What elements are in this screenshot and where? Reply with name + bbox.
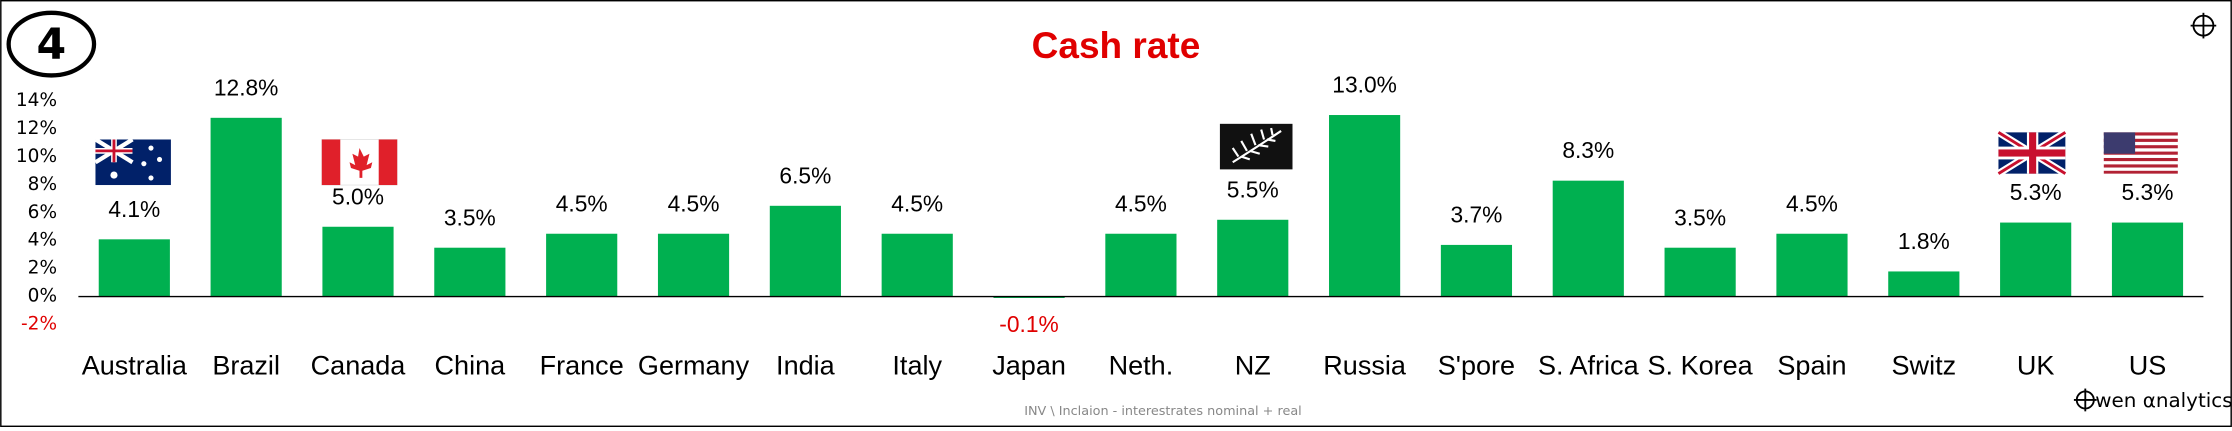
y-tick-label: 12%	[16, 118, 57, 139]
value-label: 6.5%	[779, 162, 831, 188]
bar	[1329, 115, 1401, 297]
value-label: 3.5%	[1674, 204, 1726, 230]
value-label: 3.5%	[444, 204, 496, 230]
bar	[1888, 271, 1960, 297]
value-label: 4.1%	[108, 196, 160, 222]
x-tick-label: Spain	[1777, 350, 1846, 380]
logo-icon	[2073, 388, 2097, 412]
y-tick-label: 4%	[28, 230, 57, 251]
value-label: 12.8%	[214, 74, 279, 100]
value-label: 4.5%	[556, 190, 608, 216]
x-tick-label: US	[2129, 350, 2167, 380]
x-tick-label: UK	[2017, 350, 2055, 380]
y-tick-label: 0%	[28, 286, 57, 307]
y-tick-label: 10%	[16, 146, 57, 167]
y-tick-label: 8%	[28, 174, 57, 195]
flag-canada	[321, 139, 398, 186]
bar	[657, 233, 730, 297]
x-tick-label: India	[776, 350, 836, 380]
bar	[769, 205, 841, 297]
value-label: 13.0%	[1332, 72, 1397, 98]
value-label: 4.5%	[1786, 190, 1838, 216]
x-tick-label: Canada	[311, 350, 407, 380]
x-tick-label: Brazil	[212, 350, 280, 380]
bar	[98, 239, 170, 297]
bar	[210, 117, 282, 297]
x-tick-label: S. Africa	[1538, 350, 1640, 380]
x-tick-label: S. Korea	[1648, 350, 1754, 380]
value-label: 3.7%	[1450, 201, 1502, 227]
value-label: 5.3%	[2122, 179, 2174, 205]
bar	[2000, 222, 2072, 297]
bar	[1440, 244, 1513, 297]
badge-circle	[6, 10, 97, 78]
bar	[2111, 222, 2184, 297]
value-label: 1.8%	[1898, 228, 1950, 254]
badge: 4	[36, 19, 66, 69]
x-tick-label: Italy	[892, 350, 942, 380]
y-tick-label: 14%	[16, 90, 57, 111]
value-label: 4.5%	[891, 190, 943, 216]
y-tick-label: 2%	[28, 258, 57, 279]
y-tick-label: -2%	[21, 314, 57, 335]
bar	[1664, 247, 1736, 297]
bar	[1217, 219, 1289, 297]
value-label: 8.3%	[1562, 137, 1614, 163]
flag-uk	[1996, 129, 2068, 177]
x-tick-label: Russia	[1323, 350, 1407, 380]
x-tick-label: S'pore	[1438, 350, 1515, 380]
bar	[322, 226, 394, 297]
logo: wen αnalytics	[2095, 389, 2232, 412]
bar	[1105, 233, 1177, 297]
crosshair-icon	[2190, 12, 2217, 39]
bar	[881, 233, 953, 297]
x-tick-label: NZ	[1235, 350, 1271, 380]
x-tick-label: Japan	[992, 350, 1066, 380]
value-label: 5.3%	[2010, 179, 2062, 205]
footer: INV \ Inclaion - interestrates nominal +…	[1024, 404, 1302, 419]
x-tick-label: Neth.	[1109, 350, 1174, 380]
x-tick-label: Australia	[82, 350, 188, 380]
bar	[1776, 233, 1848, 297]
value-label: 4.5%	[1115, 190, 1167, 216]
flag-australia	[94, 137, 171, 186]
x-tick-label: France	[540, 350, 624, 380]
value-label: -0.1%	[999, 311, 1058, 337]
value-label: 4.5%	[668, 190, 720, 216]
flag-nz	[1219, 123, 1293, 170]
chart-title: Cash rate	[1032, 25, 1201, 66]
value-label: 5.0%	[332, 183, 384, 209]
bar	[546, 233, 618, 297]
value-label: 5.5%	[1227, 176, 1279, 202]
x-tick-label: Germany	[638, 350, 750, 380]
y-tick-label: 6%	[28, 202, 57, 223]
bar	[1552, 180, 1624, 297]
bar	[434, 247, 506, 297]
x-tick-label: China	[435, 350, 507, 380]
flag-us	[2103, 132, 2178, 174]
x-tick-label: Switz	[1892, 350, 1957, 380]
